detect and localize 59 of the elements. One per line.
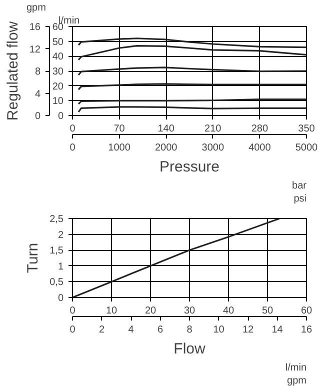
y2-tick-label: 4 (34, 88, 41, 100)
x2-axis-title: Pressure (159, 158, 220, 176)
x-tick-label: 0 (70, 124, 76, 134)
x-tick-label: 30 (184, 306, 196, 316)
x2-tick-label: 12 (242, 324, 254, 336)
y-tick-label: 20 (52, 81, 64, 92)
y-tick-label: 60 (52, 22, 64, 33)
x2-tick-label: 14 (272, 324, 284, 336)
x-tick-label: 140 (158, 124, 175, 134)
x2-tick-label: 2 (98, 324, 105, 336)
y-tick-label: 1,5 (50, 246, 64, 257)
line-series (78, 44, 306, 61)
y2-tick-label: 8 (34, 66, 41, 78)
x2-tick-label: 2000 (154, 142, 178, 154)
line-series (78, 38, 306, 48)
x2-tick-label: 6 (157, 324, 164, 336)
text: gpm (287, 376, 306, 386)
x2-tick-label: 3000 (202, 142, 224, 154)
x-tick-label: 280 (251, 124, 268, 134)
y-tick-label: 2 (58, 230, 64, 241)
line-series (78, 66, 306, 76)
y2-axis-title: Regulated flow (4, 21, 22, 121)
y-axis-title: Turn (24, 242, 42, 274)
y-tick-label: 50 (52, 36, 64, 48)
x2-tick-label: 4 (128, 324, 134, 336)
y-tick-label: 2,5 (50, 214, 64, 225)
x-tick-label: 20 (144, 306, 156, 316)
y-tick-label: 10 (52, 96, 64, 108)
text: psi (294, 194, 307, 204)
x-tick-label: 350 (298, 124, 316, 134)
x2-tick-label: 4000 (248, 142, 272, 154)
x2-tick-label: 16 (300, 324, 312, 336)
x2-axis-title: Flow (174, 340, 206, 358)
y-tick-label: 0 (58, 111, 64, 122)
x2-tick-label: 8 (186, 324, 193, 336)
x-tick-label: 10 (106, 306, 118, 316)
x2-tick-label: 0 (70, 142, 76, 154)
x-tick-label: 40 (222, 306, 234, 316)
x-tick-label: 210 (204, 124, 222, 134)
text: gpm (26, 2, 46, 14)
y-tick-label: 1 (58, 261, 64, 272)
y-tick-label: 40 (52, 52, 64, 63)
x2-tick-label: 1000 (108, 142, 131, 154)
x2-tick-label: 0 (70, 324, 76, 336)
text: bar (292, 180, 308, 192)
y2-tick-label: 12 (29, 44, 41, 56)
x-tick-label: 70 (114, 124, 126, 134)
y-tick-label: 30 (52, 66, 64, 78)
text: l/min (285, 362, 307, 374)
y2-tick-label: 16 (29, 22, 41, 33)
x2-tick-label: 10 (213, 324, 225, 336)
x-tick-label: 60 (300, 306, 312, 316)
line-series (72, 218, 280, 298)
y-tick-label: 0,5 (50, 277, 64, 288)
y-tick-label: 0 (58, 293, 64, 304)
x-tick-label: 0 (70, 306, 76, 316)
x-tick-label: 50 (262, 306, 274, 316)
x2-tick-label: 5000 (295, 142, 318, 154)
y2-tick-label: 0 (34, 111, 41, 122)
